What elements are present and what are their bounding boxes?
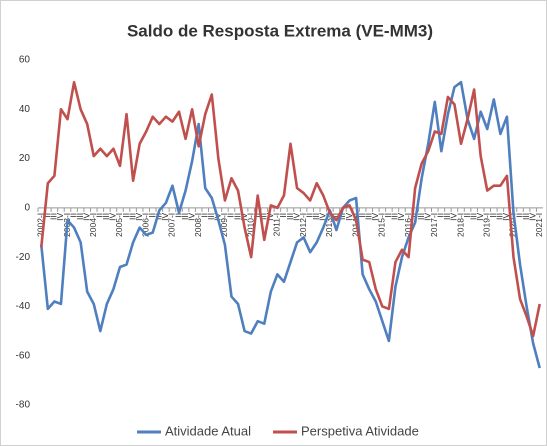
x-tick-label: IV [396, 213, 406, 221]
x-tick-label: II [121, 213, 131, 218]
x-tick-label: 2015-I [377, 213, 387, 237]
x-tick-label: II [514, 213, 524, 218]
x-tick-label: IV [160, 213, 170, 221]
x-tick-label: 2005-I [114, 213, 124, 237]
x-tick-label: II [226, 213, 236, 218]
x-tick-label: IV [501, 213, 511, 221]
y-tick-label: -40 [16, 301, 31, 312]
x-tick-label: IV [81, 213, 91, 221]
x-tick-label: 2006-I [140, 213, 150, 237]
x-tick-label: 2010-I [245, 213, 255, 237]
series-line [39, 80, 541, 369]
x-tick-label: 2004-I [88, 213, 98, 237]
x-tick-label: III [232, 213, 242, 220]
x-tick-label: IV [344, 213, 354, 221]
y-tick-label: -20 [16, 252, 31, 263]
x-tick-label: III [468, 213, 478, 220]
legend-label: Perspetiva Atividade [301, 423, 419, 438]
x-tick-label: II [173, 213, 183, 218]
x-tick-label: 2012-I [298, 213, 308, 237]
x-tick-label: II [436, 213, 446, 218]
x-tick-label: III [337, 213, 347, 220]
x-tick-label: IV [475, 213, 485, 221]
x-tick-label: IV [422, 213, 432, 221]
x-tick-label: IV [370, 213, 380, 221]
x-tick-label: IV [527, 213, 537, 221]
x-tick-label: 2017-I [429, 213, 439, 237]
x-tick-label: IV [291, 213, 301, 221]
y-tick-label: -60 [16, 350, 31, 361]
x-tick-label: II [304, 213, 314, 218]
x-tick-label: II [409, 213, 419, 218]
x-tick-label: II [278, 213, 288, 218]
x-tick-label: II [462, 213, 472, 218]
x-tick-label: III [495, 213, 505, 220]
x-tick-label: 2014-I [350, 213, 360, 237]
x-tick-label: 2002-I [36, 213, 46, 237]
x-tick-label: II [42, 213, 52, 218]
series-line [39, 80, 541, 338]
x-tick-label: II [147, 213, 157, 218]
x-tick-label: 2009-I [219, 213, 229, 237]
x-tick-label: II [199, 213, 209, 218]
x-tick-label: 2018-I [455, 213, 465, 237]
chart-title: Saldo de Resposta Extrema (VE-MM3) [127, 21, 433, 40]
x-tick-label: II [95, 213, 105, 218]
x-tick-label: III [390, 213, 400, 220]
x-tick-label: III [521, 213, 531, 220]
x-tick-label: IV [108, 213, 118, 221]
x-tick-label: 2011-I [272, 213, 282, 236]
x-tick-label: IV [265, 213, 275, 221]
y-tick-label: 20 [19, 153, 31, 164]
x-tick-label: II [488, 213, 498, 218]
x-tick-label: III [363, 213, 373, 220]
y-tick-label: 60 [19, 55, 31, 66]
x-tick-label: II [357, 213, 367, 218]
x-tick-label: III [206, 213, 216, 220]
x-tick-label: III [285, 213, 295, 220]
x-tick-label: 2008-I [193, 213, 203, 237]
x-tick-label: III [75, 213, 85, 220]
y-tick-label: -80 [16, 400, 31, 411]
y-tick-label: 0 [24, 202, 30, 213]
x-tick-label: 2019-I [482, 213, 492, 237]
x-tick-label: II [383, 213, 393, 218]
x-tick-label: 2013-I [324, 213, 334, 237]
x-tick-label: III [180, 213, 190, 220]
x-tick-label: III [311, 213, 321, 220]
x-tick-label: II [68, 213, 78, 218]
x-tick-label: III [101, 213, 111, 220]
x-tick-label: 2021-I [534, 213, 544, 237]
x-tick-label: II [331, 213, 341, 218]
x-tick-label: 2007-I [167, 213, 177, 237]
x-tick-label: II [252, 213, 262, 218]
x-tick-label: 2016-I [403, 213, 413, 237]
x-tick-label: IV [186, 213, 196, 221]
x-tick-label: 2020-I [508, 213, 518, 237]
x-tick-label: III [416, 213, 426, 220]
legend-label: Atividade Atual [165, 423, 251, 438]
x-tick-label: IV [55, 213, 65, 221]
x-tick-label: IV [134, 213, 144, 221]
x-tick-label: III [127, 213, 137, 220]
y-tick-label: 40 [19, 104, 31, 115]
x-tick-label: IV [449, 213, 459, 221]
x-tick-label: IV [318, 213, 328, 221]
x-tick-label: III [442, 213, 452, 220]
x-tick-label: III [259, 213, 269, 220]
x-tick-label: III [49, 213, 59, 220]
